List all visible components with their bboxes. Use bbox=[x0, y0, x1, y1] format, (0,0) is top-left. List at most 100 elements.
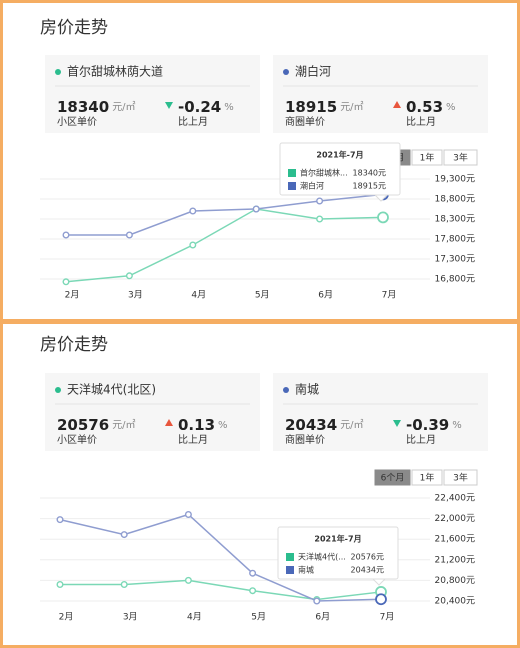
tooltip-swatch bbox=[286, 566, 294, 574]
tooltip-swatch bbox=[288, 182, 296, 190]
card-price: 18915 元/㎡ bbox=[285, 98, 364, 116]
price-value: 20434 bbox=[285, 416, 337, 434]
tooltip-title: 2021年-7月 bbox=[314, 534, 361, 544]
x-tick-label: 6月 bbox=[318, 290, 333, 301]
data-point[interactable] bbox=[56, 581, 64, 589]
card-change: 0.53% bbox=[406, 98, 456, 116]
data-point[interactable] bbox=[252, 205, 260, 213]
price-unit: 元/㎡ bbox=[340, 419, 363, 431]
card-name: 天洋城4代(北区) bbox=[67, 382, 156, 397]
range-label[interactable]: 3年 bbox=[453, 152, 468, 164]
data-point[interactable] bbox=[56, 516, 64, 524]
data-point[interactable] bbox=[120, 581, 128, 589]
data-point[interactable] bbox=[375, 593, 387, 606]
tooltip-name: 南城 bbox=[298, 565, 314, 575]
series-line bbox=[60, 579, 382, 601]
y-tick-label: 22,000元 bbox=[435, 514, 476, 524]
y-tick-label: 18,300元 bbox=[435, 215, 476, 225]
card bbox=[273, 373, 488, 451]
price-unit: 元/㎡ bbox=[340, 101, 363, 113]
price-label: 商圈单价 bbox=[285, 115, 325, 128]
data-point[interactable] bbox=[313, 597, 321, 605]
x-tick-label: 3月 bbox=[123, 612, 138, 623]
data-point[interactable] bbox=[249, 569, 257, 577]
data-point[interactable] bbox=[62, 231, 70, 239]
card-change: 0.13% bbox=[178, 416, 228, 434]
data-point[interactable] bbox=[125, 231, 133, 239]
y-tick-label: 18,800元 bbox=[435, 195, 476, 205]
tooltip-value: 20576元 bbox=[351, 553, 384, 562]
change-value: 0.53 bbox=[406, 98, 443, 116]
range-button[interactable] bbox=[374, 469, 411, 486]
price-value: 20576 bbox=[57, 416, 109, 434]
range-button[interactable] bbox=[411, 469, 443, 486]
change-value: -0.39 bbox=[406, 416, 449, 434]
card-name: 首尔甜城林荫大道 bbox=[67, 64, 163, 79]
y-tick-label: 20,400元 bbox=[435, 597, 476, 607]
change-unit: % bbox=[446, 102, 456, 113]
tooltip bbox=[277, 526, 399, 580]
series-line bbox=[65, 208, 384, 283]
card-dot bbox=[283, 69, 289, 75]
x-tick-label: 4月 bbox=[187, 612, 202, 623]
x-tick-label: 4月 bbox=[191, 290, 206, 301]
change-unit: % bbox=[224, 102, 234, 113]
tooltip-value: 20434元 bbox=[351, 566, 384, 575]
data-point[interactable] bbox=[316, 197, 324, 205]
range-button[interactable] bbox=[411, 149, 443, 166]
panel-title: 房价走势 bbox=[40, 18, 108, 38]
data-point[interactable] bbox=[316, 215, 324, 223]
card-change: -0.24% bbox=[178, 98, 234, 116]
card-dot bbox=[55, 69, 61, 75]
change-down-arrow bbox=[165, 102, 173, 109]
x-tick-label: 6月 bbox=[315, 612, 330, 623]
y-tick-label: 20,800元 bbox=[435, 576, 476, 586]
change-label: 比上月 bbox=[406, 116, 436, 128]
data-point[interactable] bbox=[189, 207, 197, 215]
range-label[interactable]: 3年 bbox=[453, 472, 468, 484]
data-point[interactable] bbox=[184, 576, 192, 584]
tooltip-pointer bbox=[371, 578, 387, 586]
data-point[interactable] bbox=[377, 211, 389, 224]
y-tick-label: 17,300元 bbox=[435, 255, 476, 265]
x-tick-label: 3月 bbox=[128, 290, 143, 301]
tooltip-value: 18340元 bbox=[353, 169, 386, 178]
card-name: 潮白河 bbox=[295, 64, 331, 79]
card-dot bbox=[283, 387, 289, 393]
x-tick-label: 5月 bbox=[251, 612, 266, 623]
range-label[interactable]: 1年 bbox=[420, 472, 435, 484]
x-tick-label: 7月 bbox=[382, 290, 397, 301]
card bbox=[273, 55, 488, 133]
divider bbox=[0, 319, 520, 324]
y-tick-label: 17,800元 bbox=[435, 235, 476, 245]
x-tick-label: 5月 bbox=[255, 290, 270, 301]
tooltip-swatch bbox=[286, 553, 294, 561]
y-tick-label: 16,800元 bbox=[435, 275, 476, 285]
panel-title: 房价走势 bbox=[40, 335, 108, 355]
card-price: 18340 元/㎡ bbox=[57, 98, 136, 116]
price-value: 18340 bbox=[57, 98, 109, 116]
range-button[interactable] bbox=[443, 469, 478, 486]
change-up-arrow bbox=[165, 419, 173, 426]
card-name: 南城 bbox=[295, 382, 319, 397]
x-tick-label: 2月 bbox=[59, 612, 74, 623]
data-point[interactable] bbox=[184, 510, 192, 518]
range-label[interactable]: 6个月 bbox=[381, 473, 405, 484]
data-point[interactable] bbox=[62, 278, 70, 286]
change-value: -0.24 bbox=[178, 98, 221, 116]
data-point[interactable] bbox=[189, 241, 197, 249]
change-label: 比上月 bbox=[406, 434, 436, 446]
price-unit: 元/㎡ bbox=[112, 101, 135, 113]
range-label[interactable]: 1年 bbox=[420, 152, 435, 164]
change-up-arrow bbox=[393, 101, 401, 108]
tooltip-swatch bbox=[288, 169, 296, 177]
card-dot bbox=[55, 387, 61, 393]
data-point[interactable] bbox=[120, 531, 128, 539]
tooltip bbox=[279, 142, 401, 196]
card-price: 20434 元/㎡ bbox=[285, 416, 364, 434]
card bbox=[45, 55, 260, 133]
data-point[interactable] bbox=[249, 587, 257, 595]
data-point[interactable] bbox=[125, 272, 133, 280]
range-button[interactable] bbox=[443, 149, 478, 166]
